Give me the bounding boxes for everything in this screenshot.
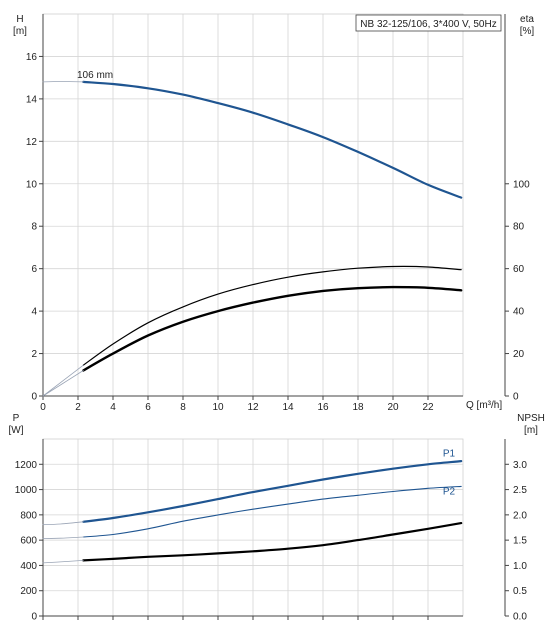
bottom-ticks: 0 200 400 600 800 1000 1200 0.0 0.5 1.0 1.5 2.0 2.5 3…	[15, 460, 528, 623]
x-tick-label: 16	[317, 402, 329, 413]
chart-title: NB 32-125/106, 3*400 V, 50Hz	[360, 19, 496, 30]
y-right-tick-label: 2.0	[513, 510, 527, 521]
y-left-tick-label: 4	[31, 307, 37, 318]
y-left-tick-label: 400	[20, 561, 37, 572]
y-right-tick-label: 1.5	[513, 536, 527, 547]
bottom-right-axis-label-1: NPSH	[517, 413, 545, 424]
y-right-tick-label: 0	[513, 392, 519, 403]
bottom-labels: P1 P2	[443, 449, 456, 498]
y-left-tick-label: 200	[20, 586, 37, 597]
x-tick-label: 8	[180, 402, 186, 413]
y-left-tick-label: 600	[20, 536, 37, 547]
y-left-tick-label: 2	[31, 349, 37, 360]
bottom-left-axis-label-1: P	[13, 413, 20, 424]
series-line	[82, 285, 463, 372]
series-line	[42, 521, 84, 526]
top-right-axis-label-1: eta	[520, 14, 534, 25]
top-left-axis-label-1: H	[16, 14, 23, 25]
y-right-tick-label: 20	[513, 349, 525, 360]
y-left-tick-label: 6	[31, 264, 37, 275]
head-efficiency-chart: 0 2 4 6 8 10 12 14 16 0 20 40 60 80 100 0 2 4 6 8 10 12 14 16 18…	[13, 13, 535, 413]
y-right-tick-label: 2.5	[513, 485, 527, 496]
y-right-tick-label: 0.0	[513, 612, 527, 623]
x-tick-label: 10	[212, 402, 224, 413]
x-tick-label: 14	[282, 402, 294, 413]
x-tick-label: 20	[387, 402, 399, 413]
series-line	[42, 560, 84, 564]
series-line	[42, 536, 84, 539]
series-line	[82, 265, 462, 366]
top-series	[42, 80, 463, 397]
y-right-tick-label: 0.5	[513, 586, 527, 597]
x-tick-label: 18	[352, 402, 364, 413]
x-tick-label: 22	[422, 402, 434, 413]
y-left-tick-label: 10	[26, 179, 38, 190]
x-tick-label: 6	[145, 402, 151, 413]
y-left-tick-label: 14	[26, 94, 38, 105]
series-line	[42, 364, 84, 397]
x-tick-label: 0	[40, 402, 46, 413]
y-left-tick-label: 0	[31, 392, 37, 403]
top-left-axis-label-2: [m]	[13, 26, 27, 37]
y-right-tick-label: 40	[513, 307, 525, 318]
series-line	[82, 80, 463, 199]
y-left-tick-label: 8	[31, 222, 37, 233]
series-p1	[82, 460, 463, 523]
y-left-tick-label: 0	[31, 612, 37, 623]
y-left-tick-label: 1200	[15, 460, 38, 471]
series-label: P2	[443, 487, 456, 498]
y-left-tick-label: 16	[26, 52, 38, 63]
series-label: P1	[443, 449, 456, 460]
bottom-right-axis-label-2: [m]	[524, 425, 538, 436]
top-ticks: 0 2 4 6 8 10 12 14 16 0 20 40 60 80 100 0 2 4 6 8 10 12 14 16 18…	[26, 52, 530, 413]
series-line	[42, 370, 84, 397]
x-tick-label: 2	[75, 402, 81, 413]
y-left-tick-label: 12	[26, 137, 38, 148]
y-right-tick-label: 80	[513, 222, 525, 233]
y-left-tick-label: 800	[20, 510, 37, 521]
y-right-tick-label: 1.0	[513, 561, 527, 572]
y-right-tick-label: 3.0	[513, 460, 527, 471]
bottom-left-axis-label-2: [W]	[9, 425, 24, 436]
curve-annotation: 106 mm	[77, 70, 113, 81]
series-p2	[82, 485, 462, 538]
x-tick-label: 4	[110, 402, 116, 413]
y-right-tick-label: 60	[513, 264, 525, 275]
y-left-tick-label: 1000	[15, 485, 38, 496]
x-tick-label: 12	[247, 402, 259, 413]
chart-title-box	[355, 14, 502, 32]
x-axis-label: Q [m³/h]	[466, 400, 502, 411]
bottom-grid	[43, 439, 463, 616]
y-right-tick-label: 100	[513, 179, 530, 190]
bottom-series	[42, 460, 463, 564]
power-npsh-chart: 0 200 400 600 800 1000 1200 0.0 0.5 1.0 1.5 2.0 2.5 3…	[9, 413, 545, 623]
top-annotations: 106 mm	[77, 70, 113, 81]
series-line	[82, 522, 463, 562]
top-right-axis-label-2: [%]	[520, 26, 535, 37]
